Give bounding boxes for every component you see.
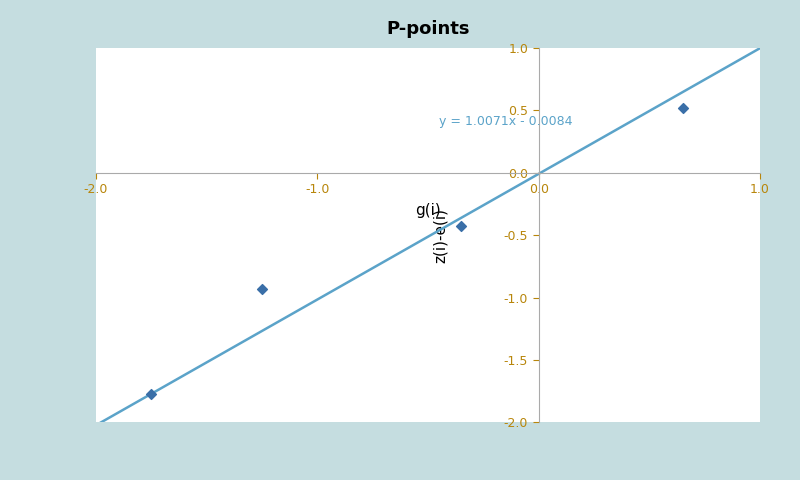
Text: y = 1.0071x - 0.0084: y = 1.0071x - 0.0084 [439,115,573,128]
Title: P-points: P-points [386,20,470,38]
Point [256,285,269,293]
Y-axis label: z(i)-e(i): z(i)-e(i) [433,208,448,263]
Point [454,223,467,230]
Point [676,104,689,112]
Point [145,390,158,397]
X-axis label: g(i): g(i) [415,203,441,218]
